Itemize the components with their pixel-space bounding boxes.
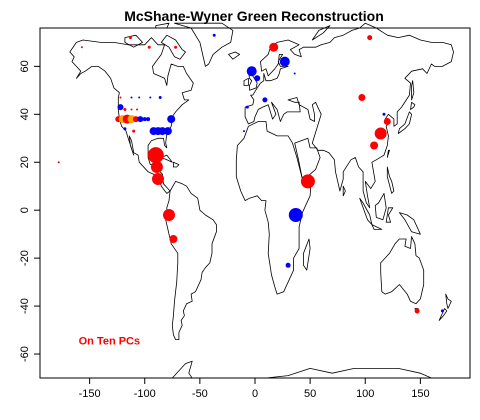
coast-africa — [235, 121, 312, 295]
proxy-point-35 — [212, 33, 216, 37]
coast-taiwan — [386, 149, 390, 158]
coast-hispaniola — [172, 161, 180, 168]
proxy-point-33 — [147, 45, 151, 49]
x-tick-label: 100 — [356, 388, 374, 400]
coast-nz-north — [445, 293, 452, 309]
proxy-point-51 — [301, 178, 308, 185]
coast-eurasia — [244, 22, 454, 209]
y-tick-label: 20 — [19, 156, 31, 168]
proxy-point-13 — [127, 115, 136, 124]
coast-nz-south — [438, 308, 448, 321]
proxy-point-40 — [262, 97, 268, 103]
x-tick-label: 0 — [252, 388, 258, 400]
coast-sakhalin — [411, 80, 415, 101]
proxy-point-41 — [245, 105, 249, 109]
proxy-point-3 — [130, 108, 133, 111]
proxy-point-42 — [243, 130, 245, 133]
proxy-point-54 — [414, 308, 420, 314]
proxy-points — [57, 33, 444, 314]
coast-cuba — [160, 154, 173, 163]
coast-australia — [380, 236, 425, 305]
proxy-point-53 — [285, 262, 291, 268]
coast-baffin — [160, 34, 186, 60]
proxy-point-26 — [147, 147, 164, 164]
proxy-point-1 — [80, 46, 83, 49]
proxy-point-6 — [130, 96, 133, 99]
proxy-point-5 — [119, 96, 122, 99]
x-tick-label: -150 — [79, 388, 101, 400]
coast-sulawesi — [385, 207, 394, 223]
proxy-point-38 — [246, 66, 257, 77]
y-tick-label: 40 — [19, 108, 31, 120]
x-tick-label: -50 — [192, 388, 208, 400]
proxy-point-31 — [57, 161, 60, 164]
coast-philippines — [386, 166, 395, 194]
coast-sri-lanka — [342, 185, 346, 197]
coast-south-america — [165, 180, 217, 341]
proxy-point-39 — [254, 75, 261, 82]
coast-victoria — [124, 34, 143, 48]
coast-antarctica — [169, 360, 433, 378]
x-tick-label: -100 — [134, 388, 156, 400]
chart-title: McShane-Wyner Green Reconstruction — [124, 8, 384, 24]
proxy-point-28 — [152, 173, 164, 185]
proxy-point-14 — [132, 116, 139, 123]
coast-japan — [397, 111, 413, 134]
coast-hokkaido — [410, 101, 416, 110]
coast-arabia — [294, 137, 321, 180]
coast-iceland — [228, 51, 241, 60]
proxy-point-49 — [370, 141, 379, 150]
proxy-point-50 — [300, 174, 315, 189]
proxy-point-18 — [123, 127, 127, 131]
proxy-point-17 — [146, 117, 151, 122]
x-tick-label: 150 — [411, 388, 429, 400]
world-coastlines — [69, 22, 454, 378]
proxy-point-44 — [367, 35, 373, 41]
proxy-point-15 — [137, 116, 144, 123]
y-tick-label: 0 — [19, 207, 31, 213]
proxy-point-24 — [167, 115, 176, 124]
coast-sumatra — [359, 197, 373, 226]
proxy-point-37 — [279, 56, 290, 67]
proxy-point-19 — [132, 129, 136, 133]
proxy-point-46 — [382, 112, 386, 116]
proxy-point-29 — [163, 209, 175, 221]
proxy-point-52 — [288, 208, 303, 222]
coast-new-guinea — [398, 212, 421, 235]
proxy-point-48 — [374, 127, 387, 140]
proxy-point-30 — [169, 235, 178, 243]
y-tick-label: -60 — [19, 346, 31, 362]
proxy-point-23 — [163, 127, 172, 136]
coast-borneo — [374, 192, 387, 221]
y-tick-label: -40 — [19, 298, 31, 314]
proxy-point-36 — [269, 42, 279, 52]
proxy-point-32 — [128, 36, 132, 40]
axes: -150 -100 -50 0 50 100 150 -60 -40 -20 0 20 40 60 — [19, 27, 471, 400]
proxy-point-43 — [293, 72, 296, 75]
coast-greenland — [174, 22, 234, 67]
proxy-point-16 — [142, 117, 147, 122]
x-tick-label: 50 — [304, 388, 316, 400]
coast-ireland — [243, 77, 249, 86]
proxy-point-8 — [149, 96, 152, 99]
coast-java — [371, 224, 383, 230]
y-tick-label: 60 — [19, 60, 31, 72]
coast-novaya-zemlya — [311, 25, 331, 41]
proxy-point-47 — [383, 118, 391, 125]
proxy-point-22 — [158, 127, 167, 136]
proxy-point-2 — [123, 108, 127, 111]
proxy-point-34 — [174, 45, 178, 49]
proxy-point-55 — [440, 309, 444, 313]
proxy-point-25 — [158, 96, 162, 99]
proxy-point-7 — [138, 96, 141, 99]
y-tick-label: -20 — [19, 250, 31, 266]
proxy-point-45 — [358, 94, 366, 101]
plot-frame — [39, 27, 471, 379]
annotation-label: On Ten PCs — [79, 335, 141, 347]
coast-madagascar — [303, 238, 311, 271]
proxy-point-4 — [136, 108, 138, 111]
proxy-point-27 — [150, 161, 163, 173]
proxy-point-9 — [117, 104, 124, 111]
